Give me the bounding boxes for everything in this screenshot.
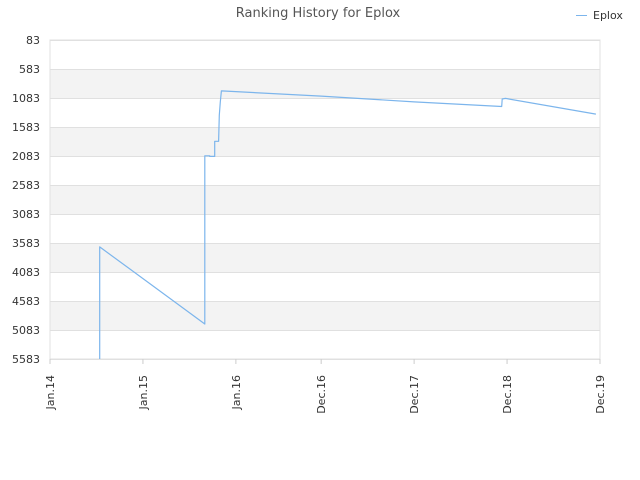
y-tick-label: 583 bbox=[19, 63, 40, 76]
x-axis-ticks: Jan.14 Jan.15 Jan.16 Dec.16 Dec.17 Dec.18 Dec.… bbox=[44, 359, 607, 414]
plot-border bbox=[49, 39, 601, 360]
y-tick-label: 5583 bbox=[12, 353, 40, 366]
series-line-eplox bbox=[99, 90, 597, 359]
x-tick-label: Jan.14 bbox=[44, 375, 57, 410]
x-tick-label: Dec.18 bbox=[501, 375, 514, 414]
grid-bands bbox=[50, 69, 600, 330]
x-tick-label: Dec.16 bbox=[315, 375, 328, 414]
y-tick-label: 5083 bbox=[12, 324, 40, 337]
legend[interactable]: Eplox bbox=[576, 9, 623, 22]
legend-label-eplox[interactable]: Eplox bbox=[593, 9, 623, 22]
grid-band bbox=[50, 243, 600, 272]
x-tick-label: Jan.16 bbox=[230, 375, 243, 410]
y-tick-label: 3583 bbox=[12, 237, 40, 250]
y-tick-label: 83 bbox=[26, 34, 40, 47]
y-tick-label: 1083 bbox=[12, 92, 40, 105]
y-tick-label: 4583 bbox=[12, 295, 40, 308]
x-tick-label: Dec.17 bbox=[408, 375, 421, 414]
chart-title: Ranking History for Eplox bbox=[236, 6, 401, 21]
x-tick-label: Dec.19 bbox=[594, 375, 607, 414]
y-tick-label: 2083 bbox=[12, 150, 40, 163]
y-tick-label: 3083 bbox=[12, 208, 40, 221]
x-tick-label: Jan.15 bbox=[137, 375, 150, 410]
grid-band bbox=[50, 69, 600, 98]
y-tick-label: 2583 bbox=[12, 179, 40, 192]
y-tick-label: 1583 bbox=[12, 121, 40, 134]
y-axis-ticks: 83 583 1083 1583 2083 2583 3083 3583 4083 4583 508… bbox=[12, 34, 40, 366]
y-tick-label: 4083 bbox=[12, 266, 40, 279]
grid-band bbox=[50, 301, 600, 330]
grid-band bbox=[50, 127, 600, 156]
series-layer bbox=[99, 90, 597, 359]
grid-band bbox=[50, 185, 600, 214]
